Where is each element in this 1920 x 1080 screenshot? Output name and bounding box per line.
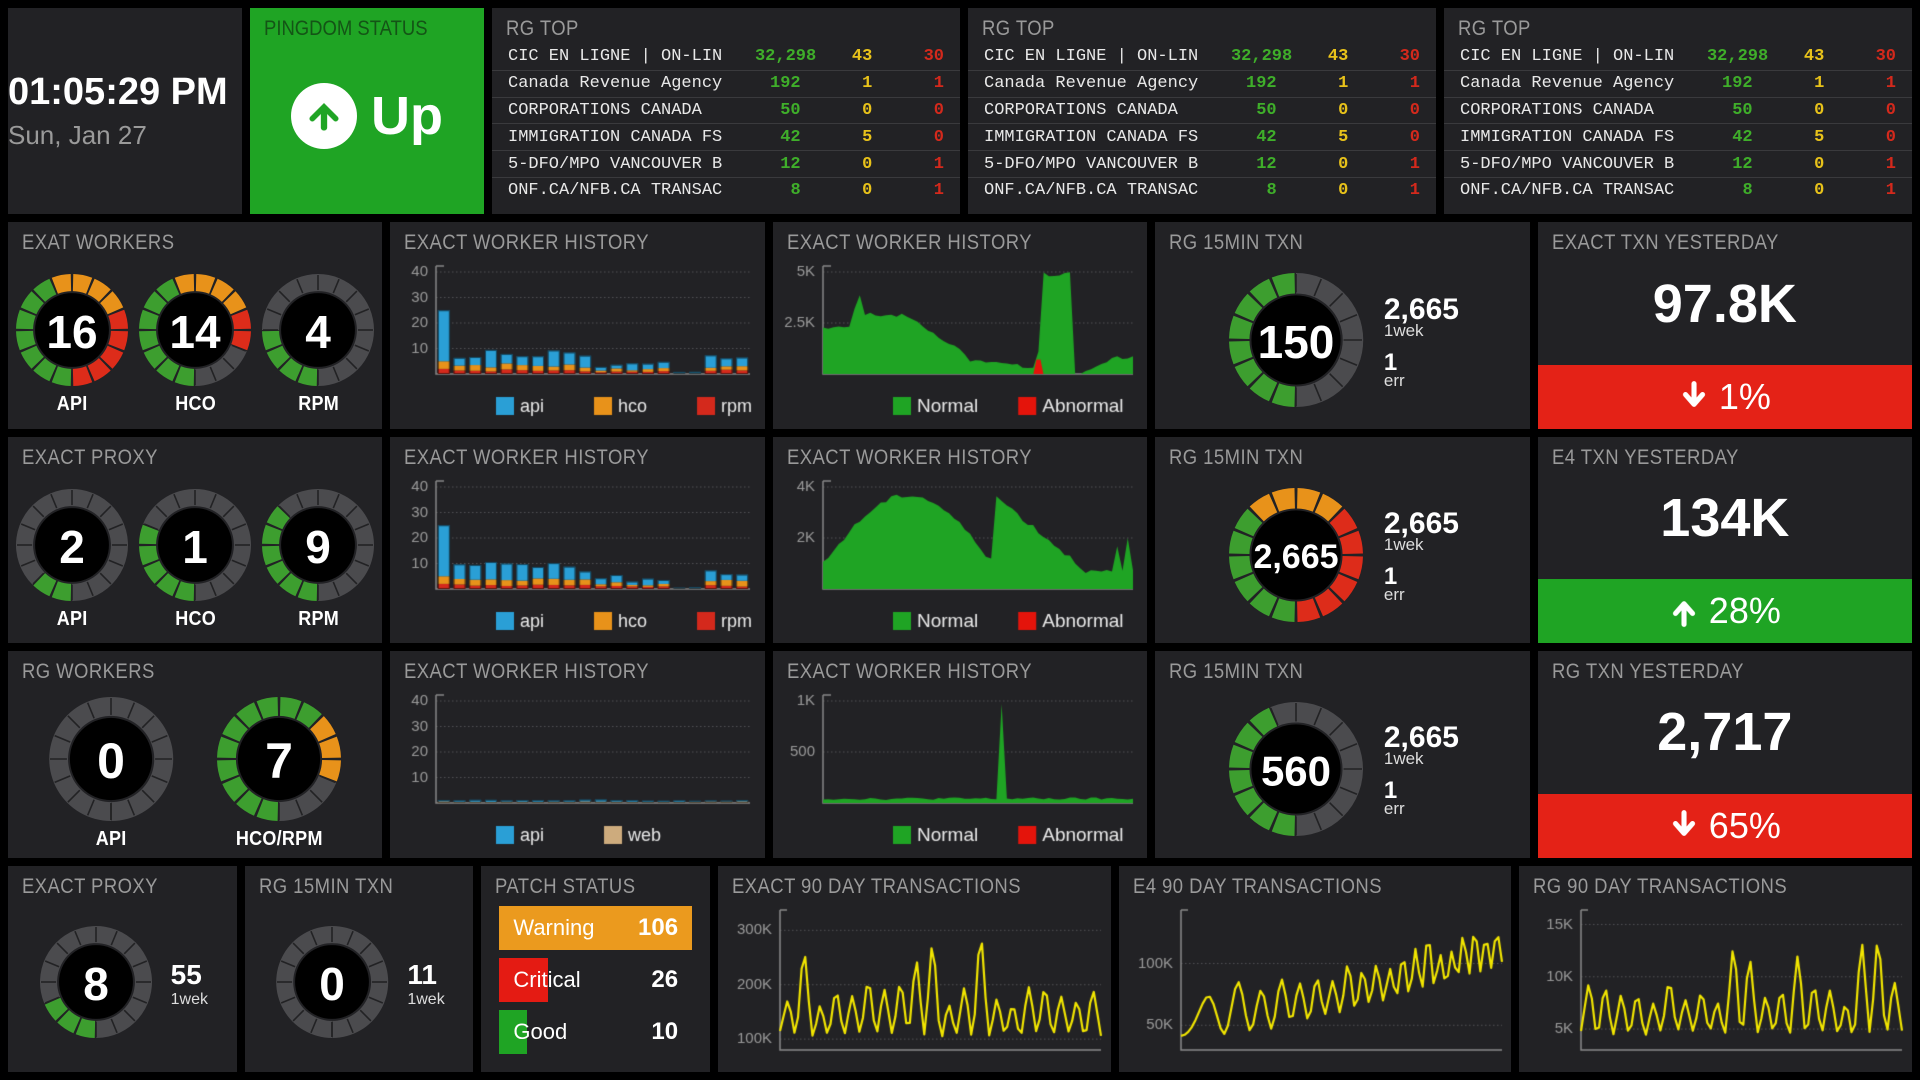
svg-text:0: 0 [320, 958, 346, 1010]
svg-text:2,665: 2,665 [1253, 538, 1338, 576]
svg-text:150: 150 [1258, 316, 1335, 368]
svg-text:16: 16 [47, 306, 98, 358]
svg-text:2: 2 [59, 521, 85, 573]
svg-text:14: 14 [170, 306, 222, 358]
svg-text:0: 0 [97, 733, 125, 789]
svg-text:1: 1 [182, 521, 208, 573]
svg-text:560: 560 [1261, 747, 1331, 794]
svg-text:7: 7 [265, 733, 293, 789]
svg-text:4: 4 [305, 306, 331, 358]
svg-text:9: 9 [305, 521, 331, 573]
svg-text:8: 8 [83, 958, 109, 1010]
